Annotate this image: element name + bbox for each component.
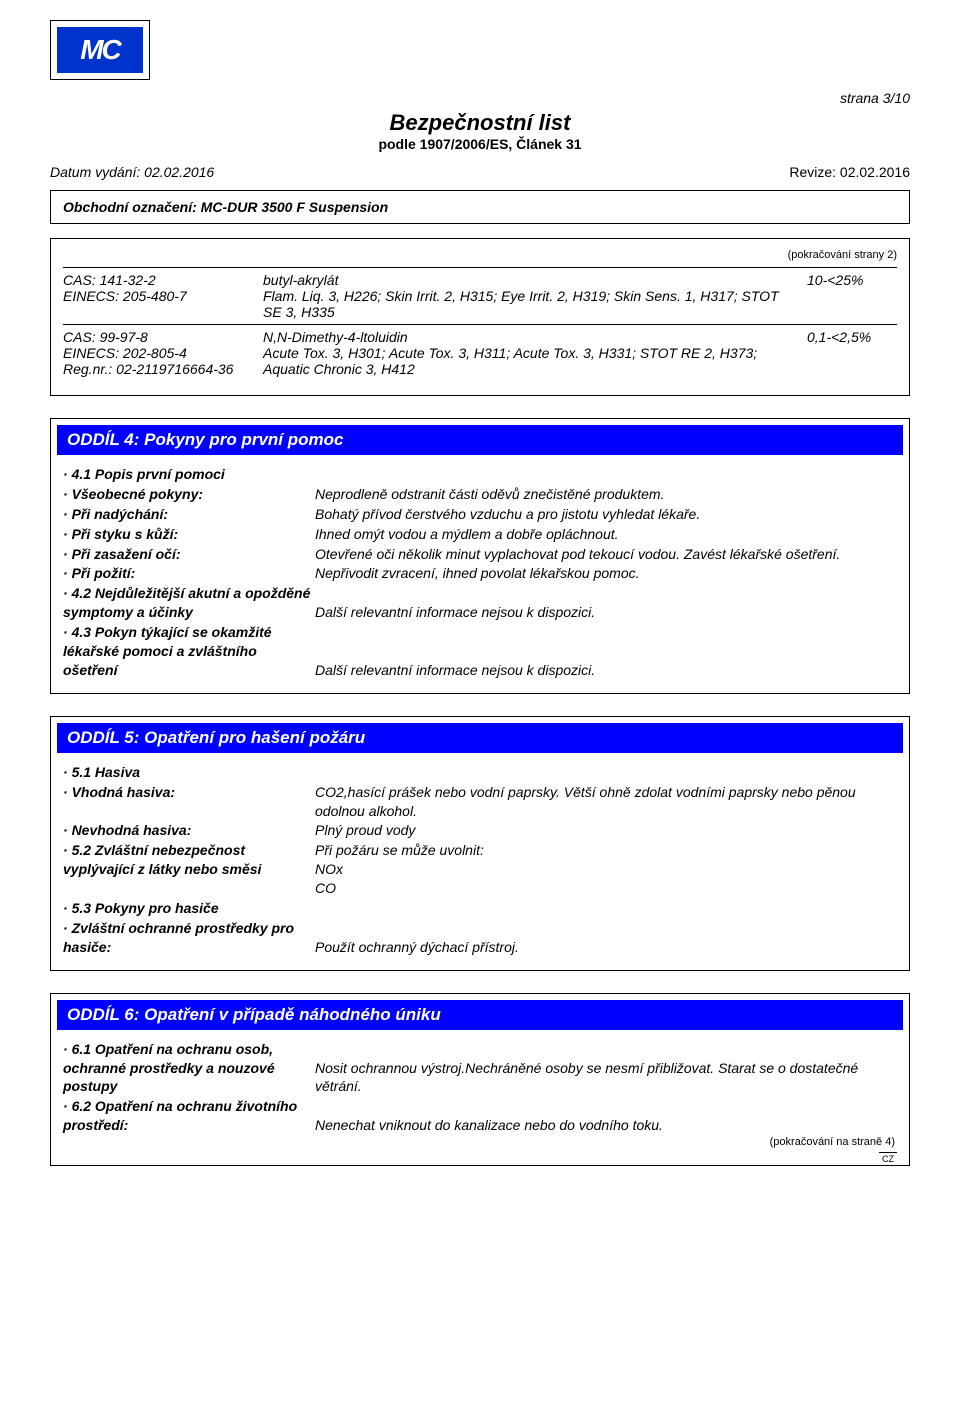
- chem-pct: 10-<25%: [807, 272, 897, 320]
- s5-suitable-label: Vhodná hasiva:: [63, 783, 315, 821]
- country-mark: CZ: [879, 1152, 897, 1165]
- section-5-header: ODDÍL 5: Opatření pro hašení požáru: [57, 723, 903, 753]
- s5-unsuitable-label: Nevhodná hasiva:: [63, 821, 315, 840]
- chem-desc: butyl-akrylát Flam. Liq. 3, H226; Skin I…: [263, 272, 807, 320]
- s5-1-heading: 5.1 Hasiva: [63, 763, 315, 782]
- chem-pct: 0,1-<2,5%: [807, 329, 897, 377]
- section-4-header: ODDÍL 4: Pokyny pro první pomoc: [57, 425, 903, 455]
- doc-title: Bezpečnostní list: [50, 110, 910, 136]
- s4-eyes-label: Při zasažení očí:: [63, 545, 315, 564]
- chem-desc: N,N-Dimethy-4-ltoluidin Acute Tox. 3, H3…: [263, 329, 807, 377]
- s5-unsuitable-value: Plný proud vody: [315, 821, 897, 840]
- s4-skin-value: Ihned omýt vodou a mýdlem a dobře oplách…: [315, 525, 897, 544]
- continued-on: (pokračování na straně 4): [63, 1136, 897, 1150]
- s4-general-label: Všeobecné pokyny:: [63, 485, 315, 504]
- s5-2-value: Při požáru se může uvolnit: NOx CO: [315, 841, 897, 898]
- s5-suitable-value: CO2,hasící prášek nebo vodní paprsky. Vě…: [315, 783, 897, 821]
- s4-inhale-label: Při nadýchání:: [63, 505, 315, 524]
- logo-text: MC: [57, 27, 143, 73]
- s4-3-value: Další relevantní informace nejsou k disp…: [315, 661, 897, 680]
- chem-row: CAS: 99-97-8 EINECS: 202-805-4 Reg.nr.: …: [63, 324, 897, 381]
- chemical-composition-box: (pokračování strany 2) CAS: 141-32-2 EIN…: [50, 238, 910, 396]
- section-4: ODDÍL 4: Pokyny pro první pomoc 4.1 Popi…: [50, 418, 910, 694]
- s6-1-value: Nosit ochrannou výstroj.Nechráněné osoby…: [315, 1059, 897, 1097]
- chem-ids: CAS: 99-97-8 EINECS: 202-805-4 Reg.nr.: …: [63, 329, 263, 377]
- revision-date: Revize: 02.02.2016: [789, 164, 910, 180]
- continued-from: (pokračování strany 2): [63, 249, 897, 261]
- s4-general-value: Neprodleně odstranit části oděvů znečist…: [315, 485, 897, 504]
- s4-eyes-value: Otevřené oči několik minut vyplachovat p…: [315, 545, 897, 564]
- section-6-header: ODDÍL 6: Opatření v případě náhodného ún…: [57, 1000, 903, 1030]
- section-5: ODDÍL 5: Opatření pro hašení požáru 5.1 …: [50, 716, 910, 971]
- s4-ingest-label: Při požití:: [63, 564, 315, 583]
- s4-1-heading: 4.1 Popis první pomoci: [63, 465, 315, 484]
- s6-1-label: 6.1 Opatření na ochranu osob, ochranné p…: [63, 1040, 315, 1097]
- product-name-box: Obchodní označení: MC-DUR 3500 F Suspens…: [50, 190, 910, 224]
- s6-2-label: 6.2 Opatření na ochranu životního prostř…: [63, 1097, 315, 1135]
- s5-2-label: 5.2 Zvláštní nebezpečnost vyplývající z …: [63, 841, 315, 898]
- s4-skin-label: Při styku s kůží:: [63, 525, 315, 544]
- chem-row: CAS: 141-32-2 EINECS: 205-480-7 butyl-ak…: [63, 267, 897, 324]
- s4-2-value: Další relevantní informace nejsou k disp…: [315, 603, 897, 622]
- s4-inhale-value: Bohatý přívod čerstvého vzduchu a pro ji…: [315, 505, 897, 524]
- s4-3-label: 4.3 Pokyn týkající se okamžité lékařské …: [63, 623, 315, 680]
- page-number: strana 3/10: [50, 90, 910, 106]
- meta-row: Datum vydání: 02.02.2016 Revize: 02.02.2…: [50, 164, 910, 180]
- doc-subtitle: podle 1907/2006/ES, Článek 31: [50, 136, 910, 152]
- chem-ids: CAS: 141-32-2 EINECS: 205-480-7: [63, 272, 263, 320]
- logo-box: MC: [50, 20, 150, 80]
- s6-2-value: Nenechat vniknout do kanalizace nebo do …: [315, 1116, 897, 1135]
- s5-3-heading: 5.3 Pokyny pro hasiče: [63, 899, 315, 918]
- s5-protect-value: Použít ochranný dýchací přístroj.: [315, 938, 897, 957]
- s4-ingest-value: Nepřivodit zvracení, ihned povolat lékař…: [315, 564, 897, 583]
- issue-date: Datum vydání: 02.02.2016: [50, 164, 214, 180]
- section-6: ODDÍL 6: Opatření v případě náhodného ún…: [50, 993, 910, 1166]
- s5-protect-label: Zvláštní ochranné prostředky pro hasiče:: [63, 919, 315, 957]
- s4-2-label: 4.2 Nejdůležitější akutní a opožděné sym…: [63, 584, 315, 622]
